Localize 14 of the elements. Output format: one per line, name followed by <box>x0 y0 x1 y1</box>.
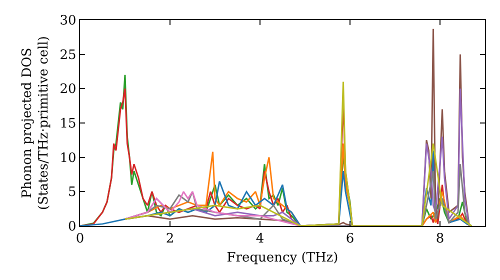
x-tick-label: 6 <box>346 232 354 247</box>
y-tick-label: 30 <box>60 14 76 29</box>
y-tick-label: 10 <box>60 150 76 166</box>
x-tick-label: 8 <box>436 232 444 247</box>
x-tick-label: 4 <box>256 232 264 247</box>
y-tick-label: 20 <box>60 82 76 98</box>
y-tick-label: 5 <box>68 185 76 200</box>
y-axis-title: Phonon projected DOS (States/THz·primitive cell) <box>20 36 52 210</box>
x-tick-label: 2 <box>166 232 174 247</box>
y-tick-label: 25 <box>60 48 76 63</box>
x-axis-title: Frequency (THz) <box>226 250 338 266</box>
y-tick-label: 0 <box>68 220 76 235</box>
line-series <box>124 190 302 226</box>
y-tick-label: 15 <box>60 116 76 132</box>
